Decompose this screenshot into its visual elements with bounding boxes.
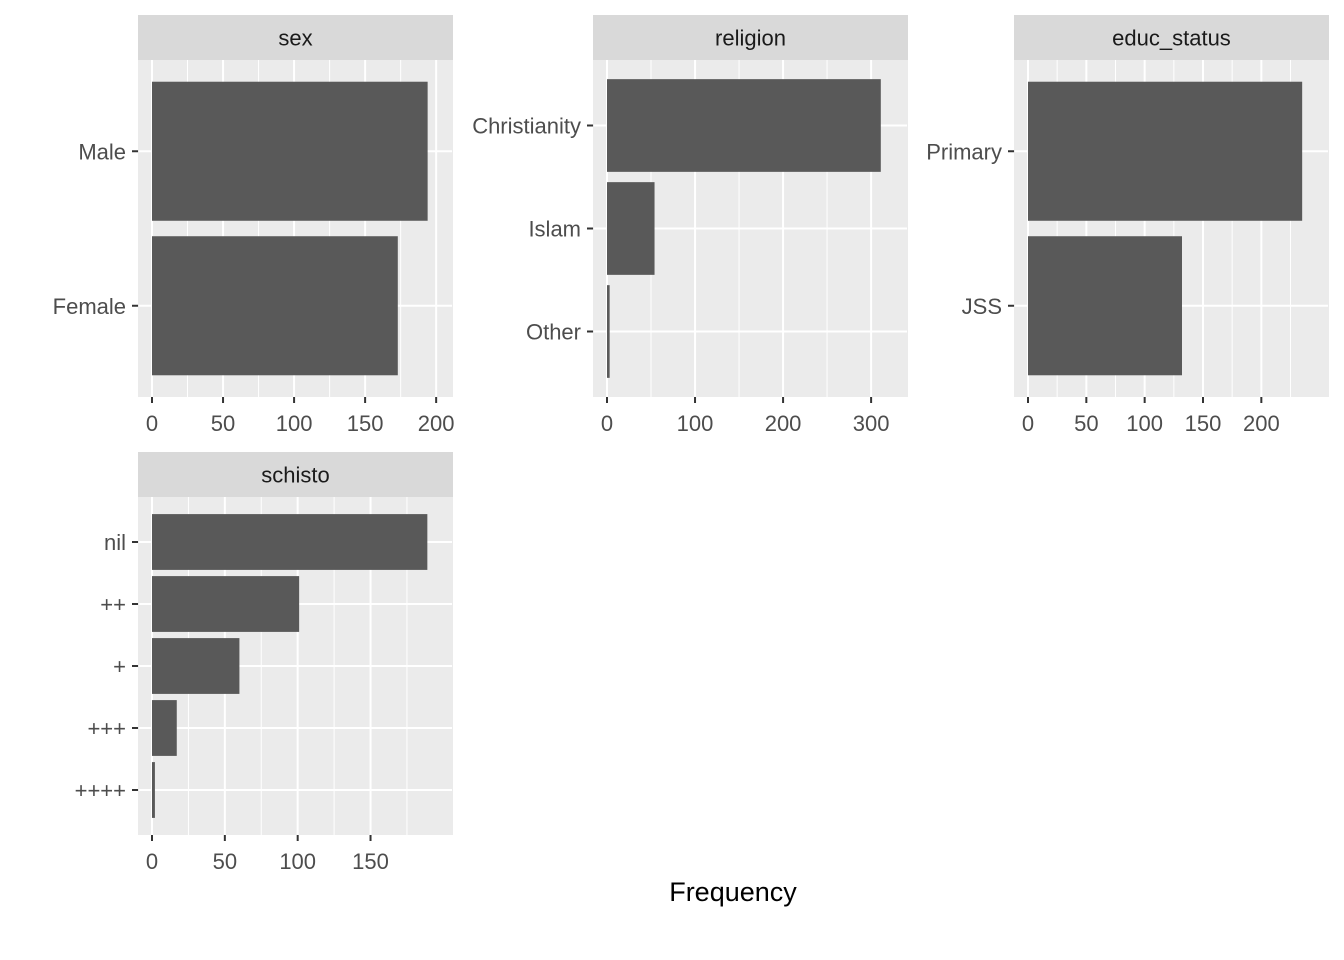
y-tick-label: Other	[526, 320, 581, 345]
y-tick-label: ++++	[75, 778, 126, 803]
x-tick-label: 100	[279, 849, 316, 874]
x-axis-title: Frequency	[669, 877, 797, 907]
bar-Primary	[1028, 81, 1303, 221]
x-tick-label: 100	[1126, 411, 1163, 436]
facet-panel-sex: sex Male Female 0 50 100 150 200	[53, 15, 455, 436]
strip-background	[138, 15, 453, 60]
bar-JSS	[1028, 236, 1182, 376]
y-tick-label: nil	[104, 530, 126, 555]
x-tick-label: 150	[1185, 411, 1222, 436]
facet-panel-educ_status: educ_status Primary JSS 0 50 100 150 200	[926, 15, 1329, 436]
strip-label: religion	[715, 26, 786, 51]
panels-layer: sex Male Female 0 50 100 150 200 religion Christi…	[53, 15, 1329, 874]
strip-label: sex	[278, 26, 312, 51]
x-tick-label: 150	[352, 849, 389, 874]
bar-Christianity	[607, 79, 881, 172]
x-tick-label: 200	[418, 411, 455, 436]
y-tick-label: Primary	[926, 139, 1002, 164]
bar-++	[152, 576, 300, 632]
x-tick-label: 0	[1022, 411, 1034, 436]
x-tick-label: 0	[146, 411, 158, 436]
strip-background	[1014, 15, 1329, 60]
x-tick-label: 300	[853, 411, 890, 436]
x-tick-label: 100	[276, 411, 313, 436]
y-tick-label: Islam	[528, 217, 581, 242]
bar-++++	[152, 762, 155, 818]
x-tick-label: 200	[1243, 411, 1280, 436]
y-tick-label: JSS	[962, 294, 1002, 319]
y-tick-label: Female	[53, 294, 126, 319]
x-tick-label: 50	[211, 411, 235, 436]
y-tick-label: +	[113, 654, 126, 679]
bar-+++	[152, 700, 177, 756]
y-tick-label: Christianity	[472, 114, 581, 139]
x-tick-label: 0	[146, 849, 158, 874]
facet-panel-religion: religion Christianity Islam Other 0 100 200 300	[472, 15, 908, 436]
bar-+	[152, 638, 240, 694]
strip-label: educ_status	[1112, 26, 1231, 51]
strip-background	[138, 452, 453, 497]
bar-Other	[607, 285, 610, 378]
y-tick-label: ++	[100, 592, 126, 617]
strip-background	[593, 15, 908, 60]
x-tick-label: 50	[1074, 411, 1098, 436]
strip-label: schisto	[261, 463, 329, 488]
bar-Male	[152, 81, 428, 221]
y-tick-label: Male	[78, 139, 126, 164]
bar-Female	[152, 236, 398, 376]
x-tick-label: 50	[213, 849, 237, 874]
bar-nil	[152, 514, 428, 570]
x-tick-label: 100	[677, 411, 714, 436]
x-tick-label: 150	[347, 411, 384, 436]
x-tick-label: 0	[601, 411, 613, 436]
bar-Islam	[607, 182, 655, 275]
x-tick-label: 200	[765, 411, 802, 436]
y-tick-label: +++	[87, 716, 126, 741]
